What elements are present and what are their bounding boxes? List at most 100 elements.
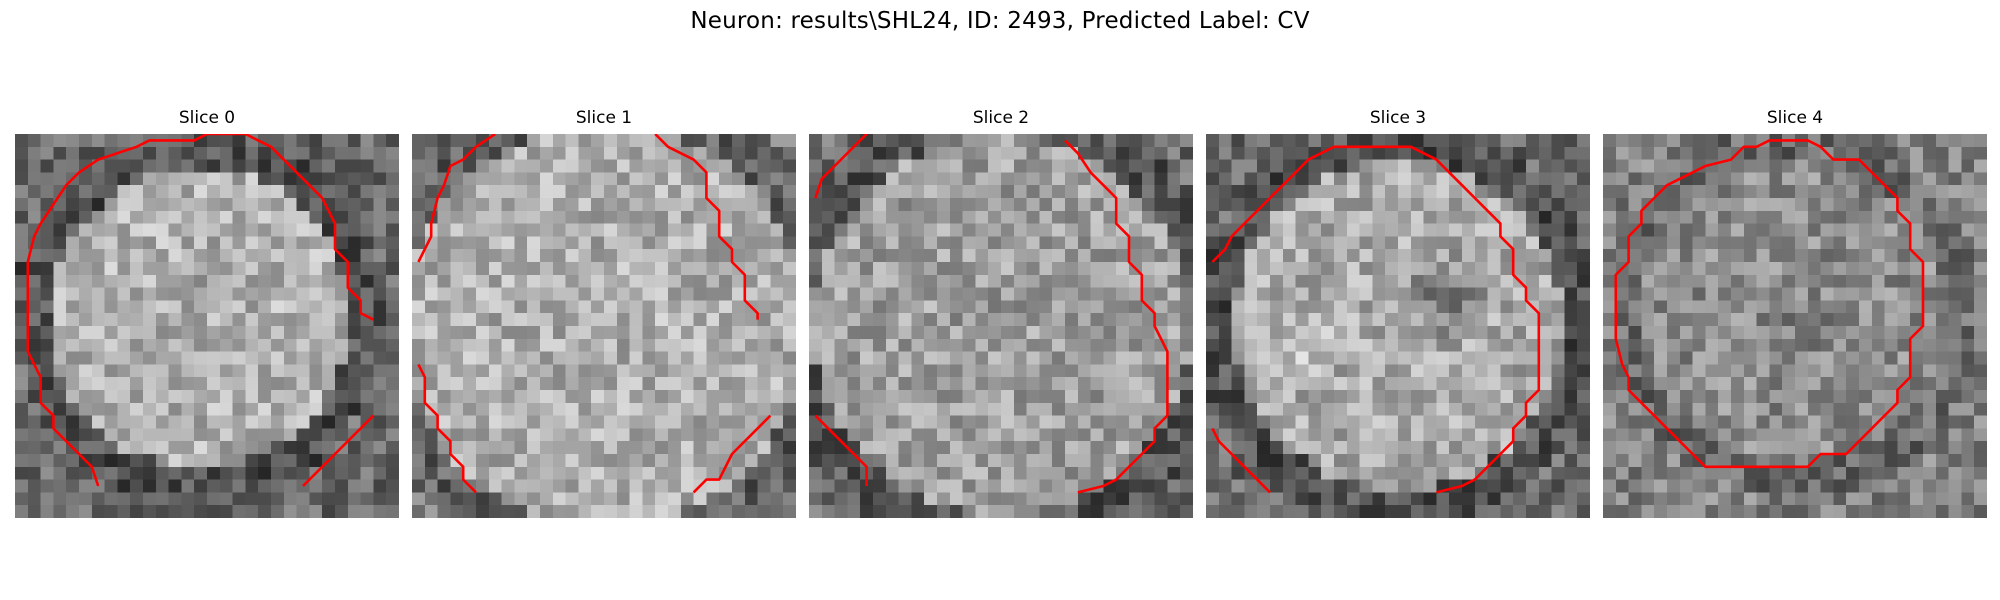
pixel-cell xyxy=(53,338,67,353)
pixel-cell xyxy=(360,249,374,263)
pixel-cell xyxy=(1923,210,1937,225)
pixel-cell xyxy=(1385,364,1399,378)
pixel-cell xyxy=(949,287,964,301)
pixel-cell xyxy=(514,313,528,327)
pixel-cell xyxy=(757,313,771,327)
pixel-cell xyxy=(1077,415,1092,429)
pixel-cell xyxy=(1756,198,1770,212)
pixel-cell xyxy=(1513,466,1527,481)
pixel-cell xyxy=(1244,454,1258,468)
pixel-cell xyxy=(527,326,541,340)
pixel-cell xyxy=(463,249,477,263)
pixel-cell xyxy=(1423,441,1437,455)
pixel-cell xyxy=(1884,287,1898,301)
pixel-cell xyxy=(1871,466,1886,481)
pixel-cell xyxy=(463,441,477,455)
pixel-cell xyxy=(783,313,796,327)
pixel-cell xyxy=(860,210,874,225)
pixel-cell xyxy=(1743,479,1758,493)
pixel-cell xyxy=(1487,377,1501,391)
pixel-cell xyxy=(1731,492,1745,506)
pixel-cell xyxy=(975,249,989,263)
pixel-cell xyxy=(1884,492,1898,506)
pixel-cell xyxy=(949,146,964,161)
pixel-cell xyxy=(1334,326,1348,340)
pixel-cell xyxy=(783,441,796,455)
pixel-cell xyxy=(1270,274,1284,289)
pixel-cell xyxy=(924,146,938,161)
pixel-cell xyxy=(1743,210,1758,225)
pixel-cell xyxy=(1667,185,1681,199)
pixel-cell xyxy=(245,236,259,250)
pixel-cell xyxy=(924,492,938,506)
pixel-cell xyxy=(1436,492,1450,506)
pixel-cell xyxy=(1270,351,1284,365)
pixel-cell xyxy=(565,198,579,212)
pixel-cell xyxy=(1334,313,1348,327)
pixel-cell xyxy=(1935,146,1950,161)
pixel-cell xyxy=(1871,274,1886,289)
pixel-cell xyxy=(1615,313,1630,327)
pixel-cell xyxy=(744,326,759,340)
pixel-cell xyxy=(1603,134,1617,148)
pixel-cell xyxy=(476,390,490,404)
pixel-cell xyxy=(27,351,42,365)
pixel-cell xyxy=(1731,402,1745,417)
pixel-cell xyxy=(1487,274,1501,289)
pixel-cell xyxy=(1974,377,1987,391)
pixel-cell xyxy=(1180,198,1193,212)
pixel-cell xyxy=(629,262,643,276)
pixel-cell xyxy=(463,287,477,301)
pixel-cell xyxy=(1244,377,1258,391)
pixel-cell xyxy=(1769,236,1783,250)
pixel-cell xyxy=(873,262,887,276)
pixel-cell xyxy=(15,466,29,481)
pixel-cell xyxy=(360,479,374,493)
pixel-cell xyxy=(898,198,912,212)
pixel-cell xyxy=(271,236,285,250)
pixel-cell xyxy=(1769,390,1783,404)
pixel-cell xyxy=(616,428,631,442)
pixel-cell xyxy=(1385,146,1399,161)
pixel-cell xyxy=(91,326,106,340)
pixel-cell xyxy=(232,313,246,327)
pixel-cell xyxy=(514,505,528,518)
pixel-cell xyxy=(117,134,131,148)
contour-line xyxy=(1211,427,1271,494)
pixel-cell xyxy=(1257,377,1271,391)
pixel-cell xyxy=(1129,466,1143,481)
pixel-cell xyxy=(386,172,399,186)
slice-title-0: Slice 0 xyxy=(178,108,236,128)
pixel-cell xyxy=(1218,134,1233,148)
pixel-cell xyxy=(1551,300,1565,314)
pixel-cell xyxy=(1782,492,1796,506)
pixel-cell xyxy=(463,351,477,365)
pixel-cell xyxy=(1257,300,1271,314)
pixel-cell xyxy=(15,428,29,442)
pixel-cell xyxy=(1897,287,1911,301)
pixel-cell xyxy=(693,210,707,225)
pixel-cell xyxy=(501,338,515,353)
pixel-cell xyxy=(386,326,399,340)
pixel-cell xyxy=(1782,428,1796,442)
pixel-cell xyxy=(1820,198,1834,212)
pixel-cell xyxy=(476,415,490,429)
pixel-cell xyxy=(757,249,771,263)
pixel-cell xyxy=(1935,236,1950,250)
pixel-cell xyxy=(1001,274,1015,289)
pixel-cell xyxy=(1538,364,1553,378)
pixel-cell xyxy=(1308,300,1322,314)
pixel-cell xyxy=(1641,210,1655,225)
pixel-cell xyxy=(194,326,208,340)
pixel-cell xyxy=(1718,479,1732,493)
pixel-cell xyxy=(642,402,656,417)
pixel-cell xyxy=(1961,223,1975,237)
pixel-cell xyxy=(1948,300,1962,314)
pixel-cell xyxy=(181,428,195,442)
pixel-cell xyxy=(1897,505,1911,518)
pixel-cell xyxy=(501,492,515,506)
pixel-cell xyxy=(1308,364,1322,378)
pixel-cell xyxy=(693,172,707,186)
pixel-cell xyxy=(988,428,1002,442)
pixel-cell xyxy=(296,249,310,263)
